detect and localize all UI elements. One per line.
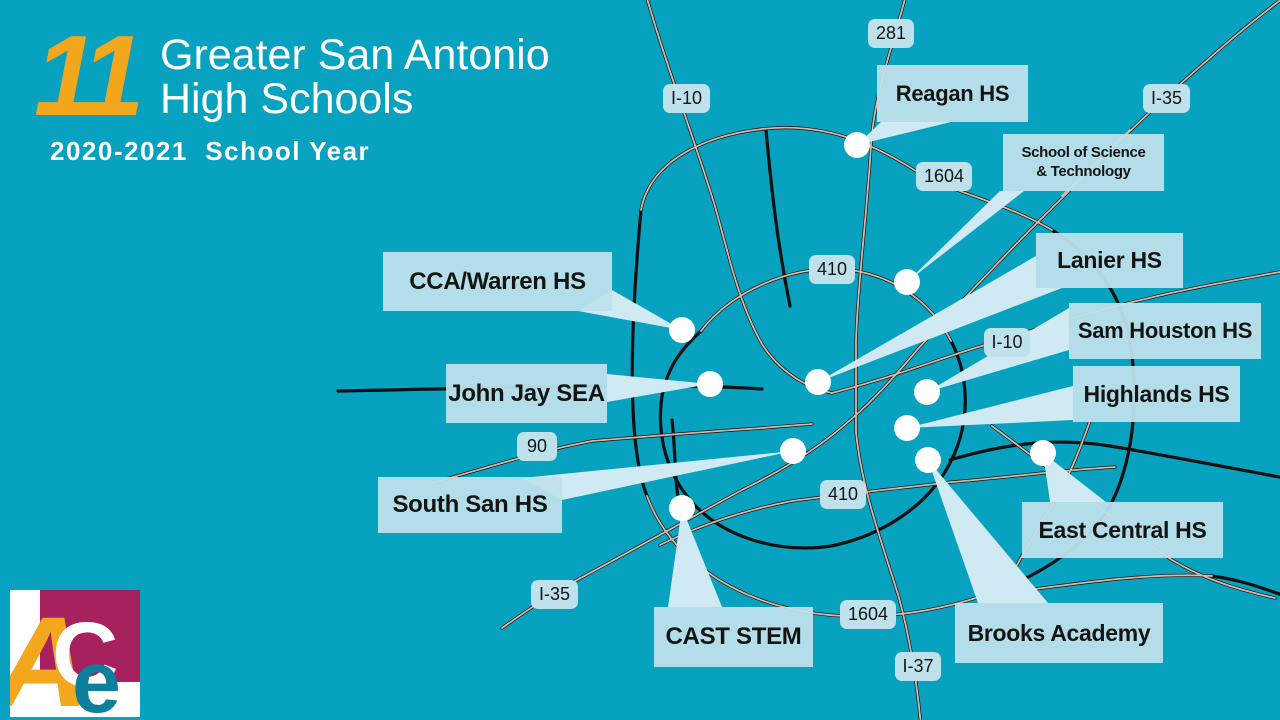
school-dot-sam-houston-hs (914, 379, 940, 405)
logo-magenta-block (40, 590, 140, 682)
leader-wedge-east-central-hs (1043, 453, 1106, 502)
page-title-line1: Greater San Antonio (160, 31, 550, 79)
school-label-text: South San HS (392, 491, 548, 518)
road-label-i-10: I-10 (663, 84, 710, 113)
road-label-i-37: I-37 (895, 652, 941, 681)
road-northeast (948, 440, 1280, 479)
school-dot-south-san-hs (780, 438, 806, 464)
school-label-text: Highlands HS (1083, 380, 1230, 407)
school-dot-cast-stem (669, 495, 695, 521)
road-label-i-10: I-10 (984, 328, 1030, 357)
school-label-cast-stem: CAST STEM (654, 607, 813, 667)
school-dots-layer (669, 132, 1056, 521)
school-dot-east-central-hs (1030, 440, 1056, 466)
road-label-281: 281 (868, 19, 914, 48)
school-label-sam-houston-hs: Sam Houston HS (1069, 303, 1261, 359)
leader-wedges-layer (522, 122, 1106, 607)
road-label-410: 410 (820, 480, 866, 509)
school-label-john-jay-sea: John Jay SEA (446, 364, 607, 423)
leader-wedge-cast-stem (668, 508, 722, 607)
school-label-text: CAST STEM (665, 623, 802, 650)
school-dot-john-jay-sea (697, 371, 723, 397)
school-label-text: John Jay SEA (448, 379, 605, 407)
school-label-school-of-science-technology: School of Science & Technology (1003, 134, 1164, 191)
school-label-text: School of Science (1021, 143, 1146, 161)
leader-wedge-john-jay-sea (607, 374, 710, 402)
road-label-1604: 1604 (840, 600, 896, 629)
road-north-connector (764, 128, 792, 308)
school-dot-lanier-hs (805, 369, 831, 395)
leader-wedge-south-san-hs (522, 451, 793, 500)
school-label-text: CCA/Warren HS (409, 267, 586, 295)
school-dot-brooks-academy (915, 447, 941, 473)
school-label-reagan-hs: Reagan HS (877, 65, 1028, 122)
school-label-text: Brooks Academy (967, 619, 1151, 646)
logo-letter-e: e (72, 632, 121, 717)
school-label-text: Lanier HS (1057, 247, 1162, 274)
road-label-i-35: I-35 (1143, 84, 1190, 113)
school-label-east-central-hs: East Central HS (1022, 502, 1223, 558)
page-subtitle: 2020-2021 School Year (50, 136, 371, 166)
school-label-highlands-hs: Highlands HS (1073, 366, 1240, 422)
leader-wedge-reagan-hs (857, 122, 951, 145)
road-label-90: 90 (517, 432, 557, 461)
leader-wedge-school-of-science-technology (907, 191, 1024, 282)
school-label-cca-warren-hs: CCA/Warren HS (383, 252, 612, 311)
logo-letter-c: C (52, 604, 118, 706)
road-label-i-35: I-35 (531, 580, 578, 609)
school-label-lanier-hs: Lanier HS (1036, 233, 1183, 288)
road-label-410: 410 (809, 255, 855, 284)
road-label-1604: 1604 (916, 162, 972, 191)
logo-letter-a: A (10, 591, 88, 717)
leader-wedge-brooks-academy (928, 460, 1048, 603)
loop-410 (658, 267, 967, 550)
school-label-text: & Technology (1036, 162, 1131, 180)
school-label-brooks-academy: Brooks Academy (955, 603, 1163, 663)
school-label-text: Reagan HS (895, 80, 1010, 106)
leader-wedge-highlands-hs (907, 386, 1073, 428)
school-label-south-san-hs: South San HS (378, 477, 562, 533)
school-dot-highlands-hs (894, 415, 920, 441)
school-count: 11 (34, 13, 144, 140)
school-dot-cca-warren-hs (669, 317, 695, 343)
school-dot-school-of-science-technology (894, 269, 920, 295)
page-title-line2: High Schools (160, 75, 414, 123)
school-label-text: East Central HS (1038, 516, 1207, 543)
ace-logo: A C e (10, 590, 140, 717)
school-label-text: Sam Houston HS (1077, 318, 1253, 344)
school-dot-reagan-hs (844, 132, 870, 158)
leader-wedge-lanier-hs (818, 256, 1062, 382)
